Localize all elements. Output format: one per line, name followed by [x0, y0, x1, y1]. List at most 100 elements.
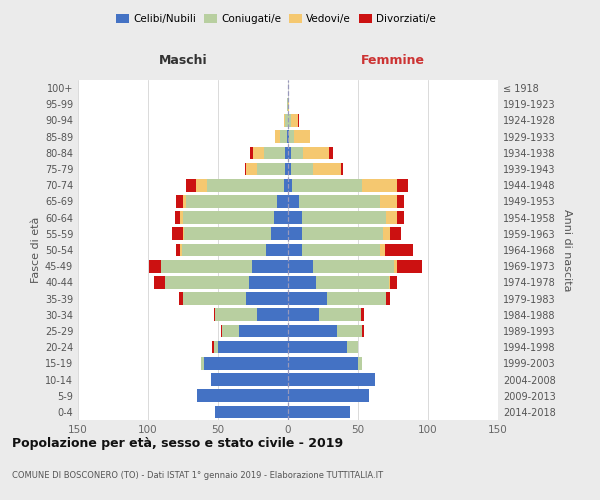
Bar — [302, 244, 380, 256]
Bar — [288, 341, 347, 353]
Bar — [288, 357, 358, 370]
Bar — [287, 98, 288, 110]
Bar — [182, 244, 266, 256]
Text: Maschi: Maschi — [158, 54, 208, 68]
Bar — [362, 179, 397, 192]
Bar — [302, 228, 383, 240]
Bar — [257, 162, 285, 175]
Bar — [172, 228, 183, 240]
Bar — [284, 179, 288, 192]
Bar — [176, 195, 183, 207]
Bar — [257, 308, 288, 321]
Bar — [186, 195, 277, 207]
Bar — [385, 244, 413, 256]
Bar — [292, 179, 362, 192]
Bar — [293, 130, 310, 143]
Bar — [291, 146, 304, 159]
Bar — [288, 373, 375, 386]
Bar — [298, 114, 299, 127]
Bar — [386, 212, 397, 224]
Bar — [221, 324, 222, 338]
Bar — [288, 228, 302, 240]
Bar — [186, 179, 196, 192]
Bar — [288, 195, 299, 207]
Bar — [397, 260, 422, 272]
Bar — [250, 146, 253, 159]
Bar — [341, 162, 343, 175]
Bar — [222, 324, 239, 338]
Bar — [380, 195, 397, 207]
Bar — [288, 130, 289, 143]
Bar — [215, 406, 288, 418]
Bar — [201, 357, 204, 370]
Bar — [397, 195, 404, 207]
Bar — [184, 228, 271, 240]
Bar — [389, 276, 390, 288]
Bar — [288, 162, 291, 175]
Bar — [154, 276, 165, 288]
Bar — [288, 114, 291, 127]
Bar — [288, 179, 292, 192]
Bar — [271, 228, 288, 240]
Bar — [397, 179, 409, 192]
Bar — [215, 308, 257, 321]
Bar — [386, 292, 390, 305]
Bar — [218, 341, 288, 353]
Bar — [149, 260, 161, 272]
Text: Popolazione per età, sesso e stato civile - 2019: Popolazione per età, sesso e stato civil… — [12, 438, 343, 450]
Legend: Celibi/Nubili, Coniugati/e, Vedovi/e, Divorziati/e: Celibi/Nubili, Coniugati/e, Vedovi/e, Di… — [112, 10, 440, 29]
Bar — [347, 341, 358, 353]
Bar — [319, 308, 361, 321]
Bar — [197, 390, 288, 402]
Bar — [285, 146, 288, 159]
Bar — [211, 373, 288, 386]
Bar — [253, 146, 264, 159]
Bar — [239, 324, 288, 338]
Bar — [214, 308, 215, 321]
Bar — [275, 130, 280, 143]
Bar — [285, 114, 288, 127]
Bar — [288, 308, 319, 321]
Bar — [394, 260, 397, 272]
Bar — [183, 228, 184, 240]
Bar — [291, 162, 313, 175]
Bar — [204, 357, 288, 370]
Bar — [277, 195, 288, 207]
Y-axis label: Anni di nascita: Anni di nascita — [562, 208, 572, 291]
Bar — [207, 179, 284, 192]
Bar — [180, 244, 182, 256]
Bar — [383, 228, 390, 240]
Bar — [288, 276, 316, 288]
Bar — [313, 162, 341, 175]
Bar — [313, 260, 394, 272]
Bar — [362, 324, 364, 338]
Bar — [180, 212, 183, 224]
Bar — [288, 244, 302, 256]
Bar — [288, 260, 313, 272]
Text: COMUNE DI BOSCONERO (TO) - Dati ISTAT 1° gennaio 2019 - Elaborazione TUTTITALIA.: COMUNE DI BOSCONERO (TO) - Dati ISTAT 1°… — [12, 471, 383, 480]
Bar — [183, 212, 274, 224]
Bar — [161, 260, 251, 272]
Bar — [183, 292, 246, 305]
Bar — [337, 324, 362, 338]
Bar — [288, 98, 289, 110]
Bar — [302, 212, 386, 224]
Bar — [299, 195, 380, 207]
Bar — [358, 357, 362, 370]
Bar — [288, 292, 327, 305]
Bar — [285, 162, 288, 175]
Bar — [289, 130, 293, 143]
Bar — [288, 212, 302, 224]
Bar — [390, 228, 401, 240]
Y-axis label: Fasce di età: Fasce di età — [31, 217, 41, 283]
Bar — [288, 324, 337, 338]
Bar — [246, 162, 257, 175]
Bar — [288, 146, 291, 159]
Bar — [251, 260, 288, 272]
Bar — [266, 244, 288, 256]
Bar — [264, 146, 285, 159]
Bar — [397, 212, 404, 224]
Bar — [287, 130, 288, 143]
Bar — [288, 406, 350, 418]
Bar — [361, 308, 364, 321]
